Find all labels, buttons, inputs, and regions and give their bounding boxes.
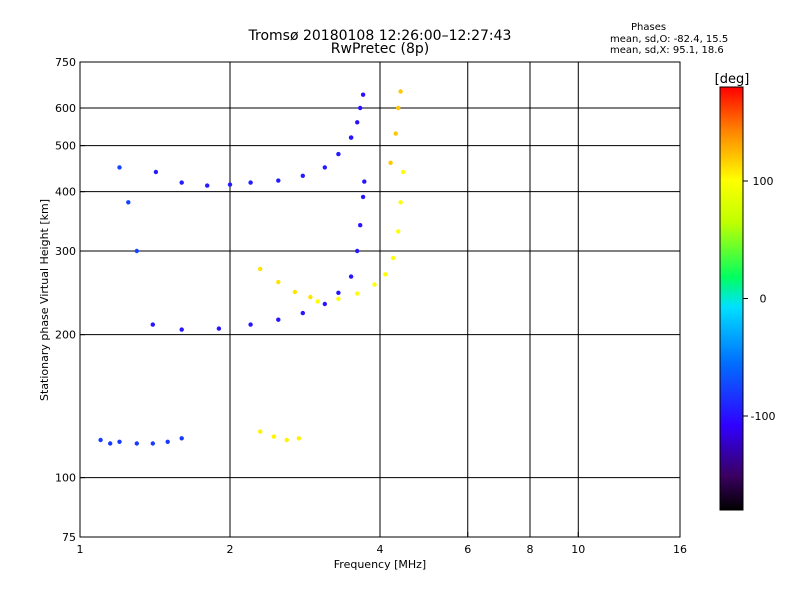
y-tick-label: 500	[55, 140, 76, 153]
o-mode-echo-point	[336, 290, 341, 295]
x-tick-label: 8	[527, 543, 534, 556]
o-mode-echo-point	[300, 310, 305, 316]
o-mode-echo-point	[227, 182, 233, 187]
o-mode-echo-point	[134, 248, 139, 254]
o-mode-echo-point	[355, 120, 360, 125]
o-mode-echo-point	[348, 274, 354, 279]
o-mode-echo-point	[165, 439, 170, 444]
x-mode-echo-point	[383, 272, 388, 277]
x-mode-echo-point	[336, 296, 341, 301]
x-mode-echo-point	[372, 282, 377, 287]
x-tick-label: 4	[377, 543, 384, 556]
o-mode-echo-point	[358, 223, 363, 228]
colorbar-gradient	[719, 86, 744, 511]
o-mode-echo-point	[98, 437, 103, 443]
x-mode-echo-point	[393, 131, 398, 136]
y-tick-label: 300	[55, 245, 76, 258]
x-mode-echo-point	[396, 105, 401, 111]
x-mode-echo-point	[271, 434, 277, 439]
x-mode-echo-point	[398, 200, 403, 205]
x-mode-echo-point	[398, 89, 403, 94]
x-mode-echo-point	[276, 279, 281, 285]
x-mode-echo-point	[308, 294, 313, 300]
x-mode-echo-point	[400, 169, 406, 175]
x-mode-echo-point	[315, 299, 320, 304]
o-mode-echo-point	[205, 183, 210, 188]
o-mode-echo-point	[322, 165, 327, 170]
y-tick-label: 400	[55, 186, 76, 199]
x-tick-label: 10	[571, 543, 585, 556]
chart-title: Tromsø 20180108 12:26:00–12:27:43	[248, 28, 512, 44]
o-mode-echo-point	[216, 326, 222, 331]
o-mode-echo-point	[179, 327, 184, 332]
x-mode-echo-point	[390, 255, 396, 261]
y-tick-label: 100	[55, 472, 76, 485]
o-mode-echo-point	[153, 169, 159, 175]
o-mode-echo-point	[117, 439, 122, 444]
x-mode-echo-point	[258, 429, 263, 434]
o-mode-echo-point	[179, 436, 184, 441]
data-points	[98, 89, 406, 446]
phases-o-mode-stats: mean, sd,O: -82.4, 15.5	[610, 34, 729, 45]
x-tick-label: 6	[464, 543, 471, 556]
o-mode-echo-point	[248, 322, 253, 327]
o-mode-echo-point	[108, 441, 113, 446]
colorbar-label: [deg]	[715, 72, 750, 87]
x-mode-echo-point	[296, 436, 302, 441]
x-mode-echo-point	[284, 437, 289, 443]
colorbar-tick-label: 100	[753, 175, 774, 188]
o-mode-echo-point	[179, 180, 184, 185]
o-mode-echo-point	[355, 248, 360, 254]
o-mode-echo-point	[134, 441, 139, 446]
chart-subtitle: RwPretec (8p)	[330, 41, 430, 57]
y-tick-label: 600	[55, 102, 76, 115]
phases-x-mode-stats: mean, sd,X: 95.1, 18.6	[610, 45, 724, 56]
colorbar-ticks: 100 0 -100	[743, 175, 775, 423]
o-mode-echo-point	[348, 135, 354, 140]
colorbar-tick-label: -100	[751, 410, 776, 423]
x-tick-label: 16	[673, 543, 687, 556]
x-mode-echo-point	[258, 266, 263, 272]
o-mode-echo-point	[276, 178, 281, 183]
o-mode-echo-point	[150, 441, 155, 446]
o-mode-echo-point	[360, 92, 366, 97]
grid-lines	[80, 62, 680, 537]
x-axis-label: Frequency [MHz]	[334, 558, 426, 571]
x-axis-ticks: 1 2 4 6 8 10 16	[77, 532, 687, 556]
o-mode-echo-point	[300, 173, 305, 178]
x-tick-label: 2	[227, 543, 234, 556]
y-tick-label: 750	[55, 56, 76, 69]
phases-heading: Phases	[631, 22, 667, 33]
o-mode-echo-point	[358, 105, 363, 111]
x-mode-echo-point	[396, 229, 401, 234]
x-mode-echo-point	[388, 160, 393, 165]
o-mode-echo-point	[117, 165, 122, 170]
x-mode-echo-point	[355, 291, 360, 296]
y-tick-label: 200	[55, 329, 76, 342]
o-mode-echo-point	[336, 151, 341, 157]
y-axis-ticks: 75 100 200 300 400 500 600 750	[55, 56, 85, 544]
y-axis-label: Stationary phase Virtual Height [km]	[38, 199, 51, 401]
o-mode-echo-point	[150, 322, 155, 327]
x-tick-label: 1	[77, 543, 84, 556]
o-mode-echo-point	[360, 194, 366, 200]
o-mode-echo-point	[126, 200, 131, 205]
o-mode-echo-point	[248, 180, 253, 185]
y-tick-label: 75	[62, 531, 76, 544]
o-mode-echo-point	[362, 179, 367, 184]
colorbar-tick-label: 0	[760, 293, 767, 306]
o-mode-echo-point	[276, 317, 281, 322]
x-mode-echo-point	[292, 289, 298, 295]
colorbar: [deg] 100 0 -100	[715, 72, 775, 511]
o-mode-echo-point	[322, 301, 327, 307]
